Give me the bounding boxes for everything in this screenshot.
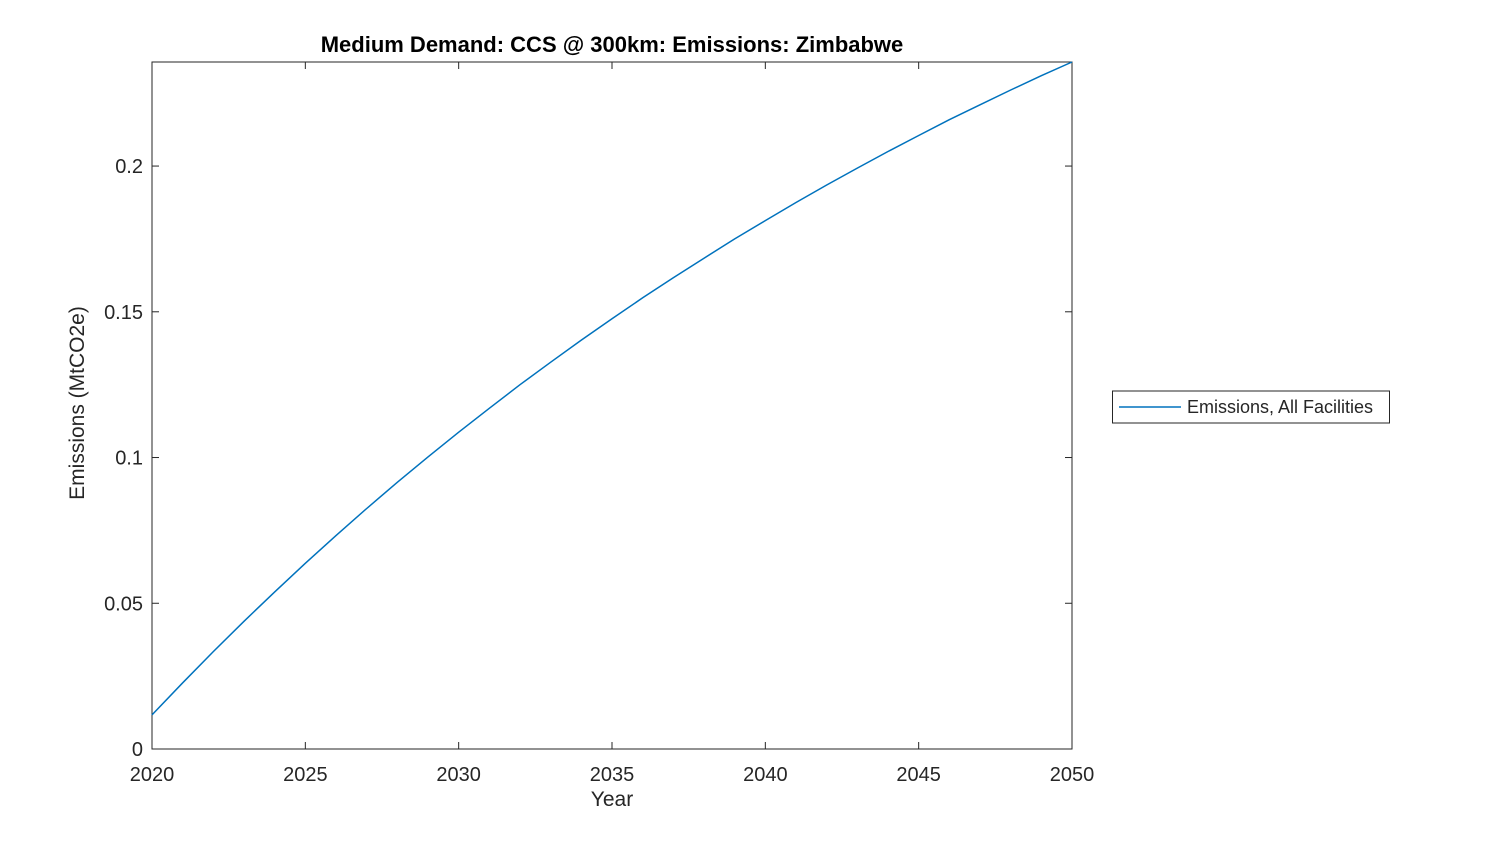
y-tick-label: 0.1 — [115, 448, 143, 470]
axis-ticks: 2020 2025 2030 2035 2040 2045 2050 0 0.05 0.1 0.15… — [104, 62, 1094, 786]
x-tick-label: 2025 — [283, 764, 328, 786]
chart-title: Medium Demand: CCS @ 300km: Emissions: Z… — [321, 32, 904, 57]
x-tick-label: 2035 — [590, 764, 635, 786]
legend: Emissions, All Facilities — [1112, 390, 1390, 424]
emissions-series-line — [151, 61, 1073, 716]
y-axis-label: Emissions (MtCO2e) — [66, 306, 89, 500]
x-tick-label: 2030 — [436, 764, 481, 786]
x-tick-label: 2020 — [130, 764, 175, 786]
series-layer — [151, 61, 1073, 716]
y-tick-label: 0 — [132, 739, 143, 761]
x-axis-label: Year — [591, 788, 633, 811]
y-tick-label: 0.2 — [115, 156, 143, 178]
x-tick-label: 2040 — [743, 764, 788, 786]
legend-entry-label: Emissions, All Facilities — [1187, 397, 1373, 417]
y-tick-label: 0.15 — [104, 302, 143, 324]
x-tick-label: 2045 — [896, 764, 941, 786]
plot-box-border — [151, 61, 1073, 750]
x-tick-label: 2050 — [1050, 764, 1095, 786]
y-tick-label: 0.05 — [104, 593, 143, 615]
